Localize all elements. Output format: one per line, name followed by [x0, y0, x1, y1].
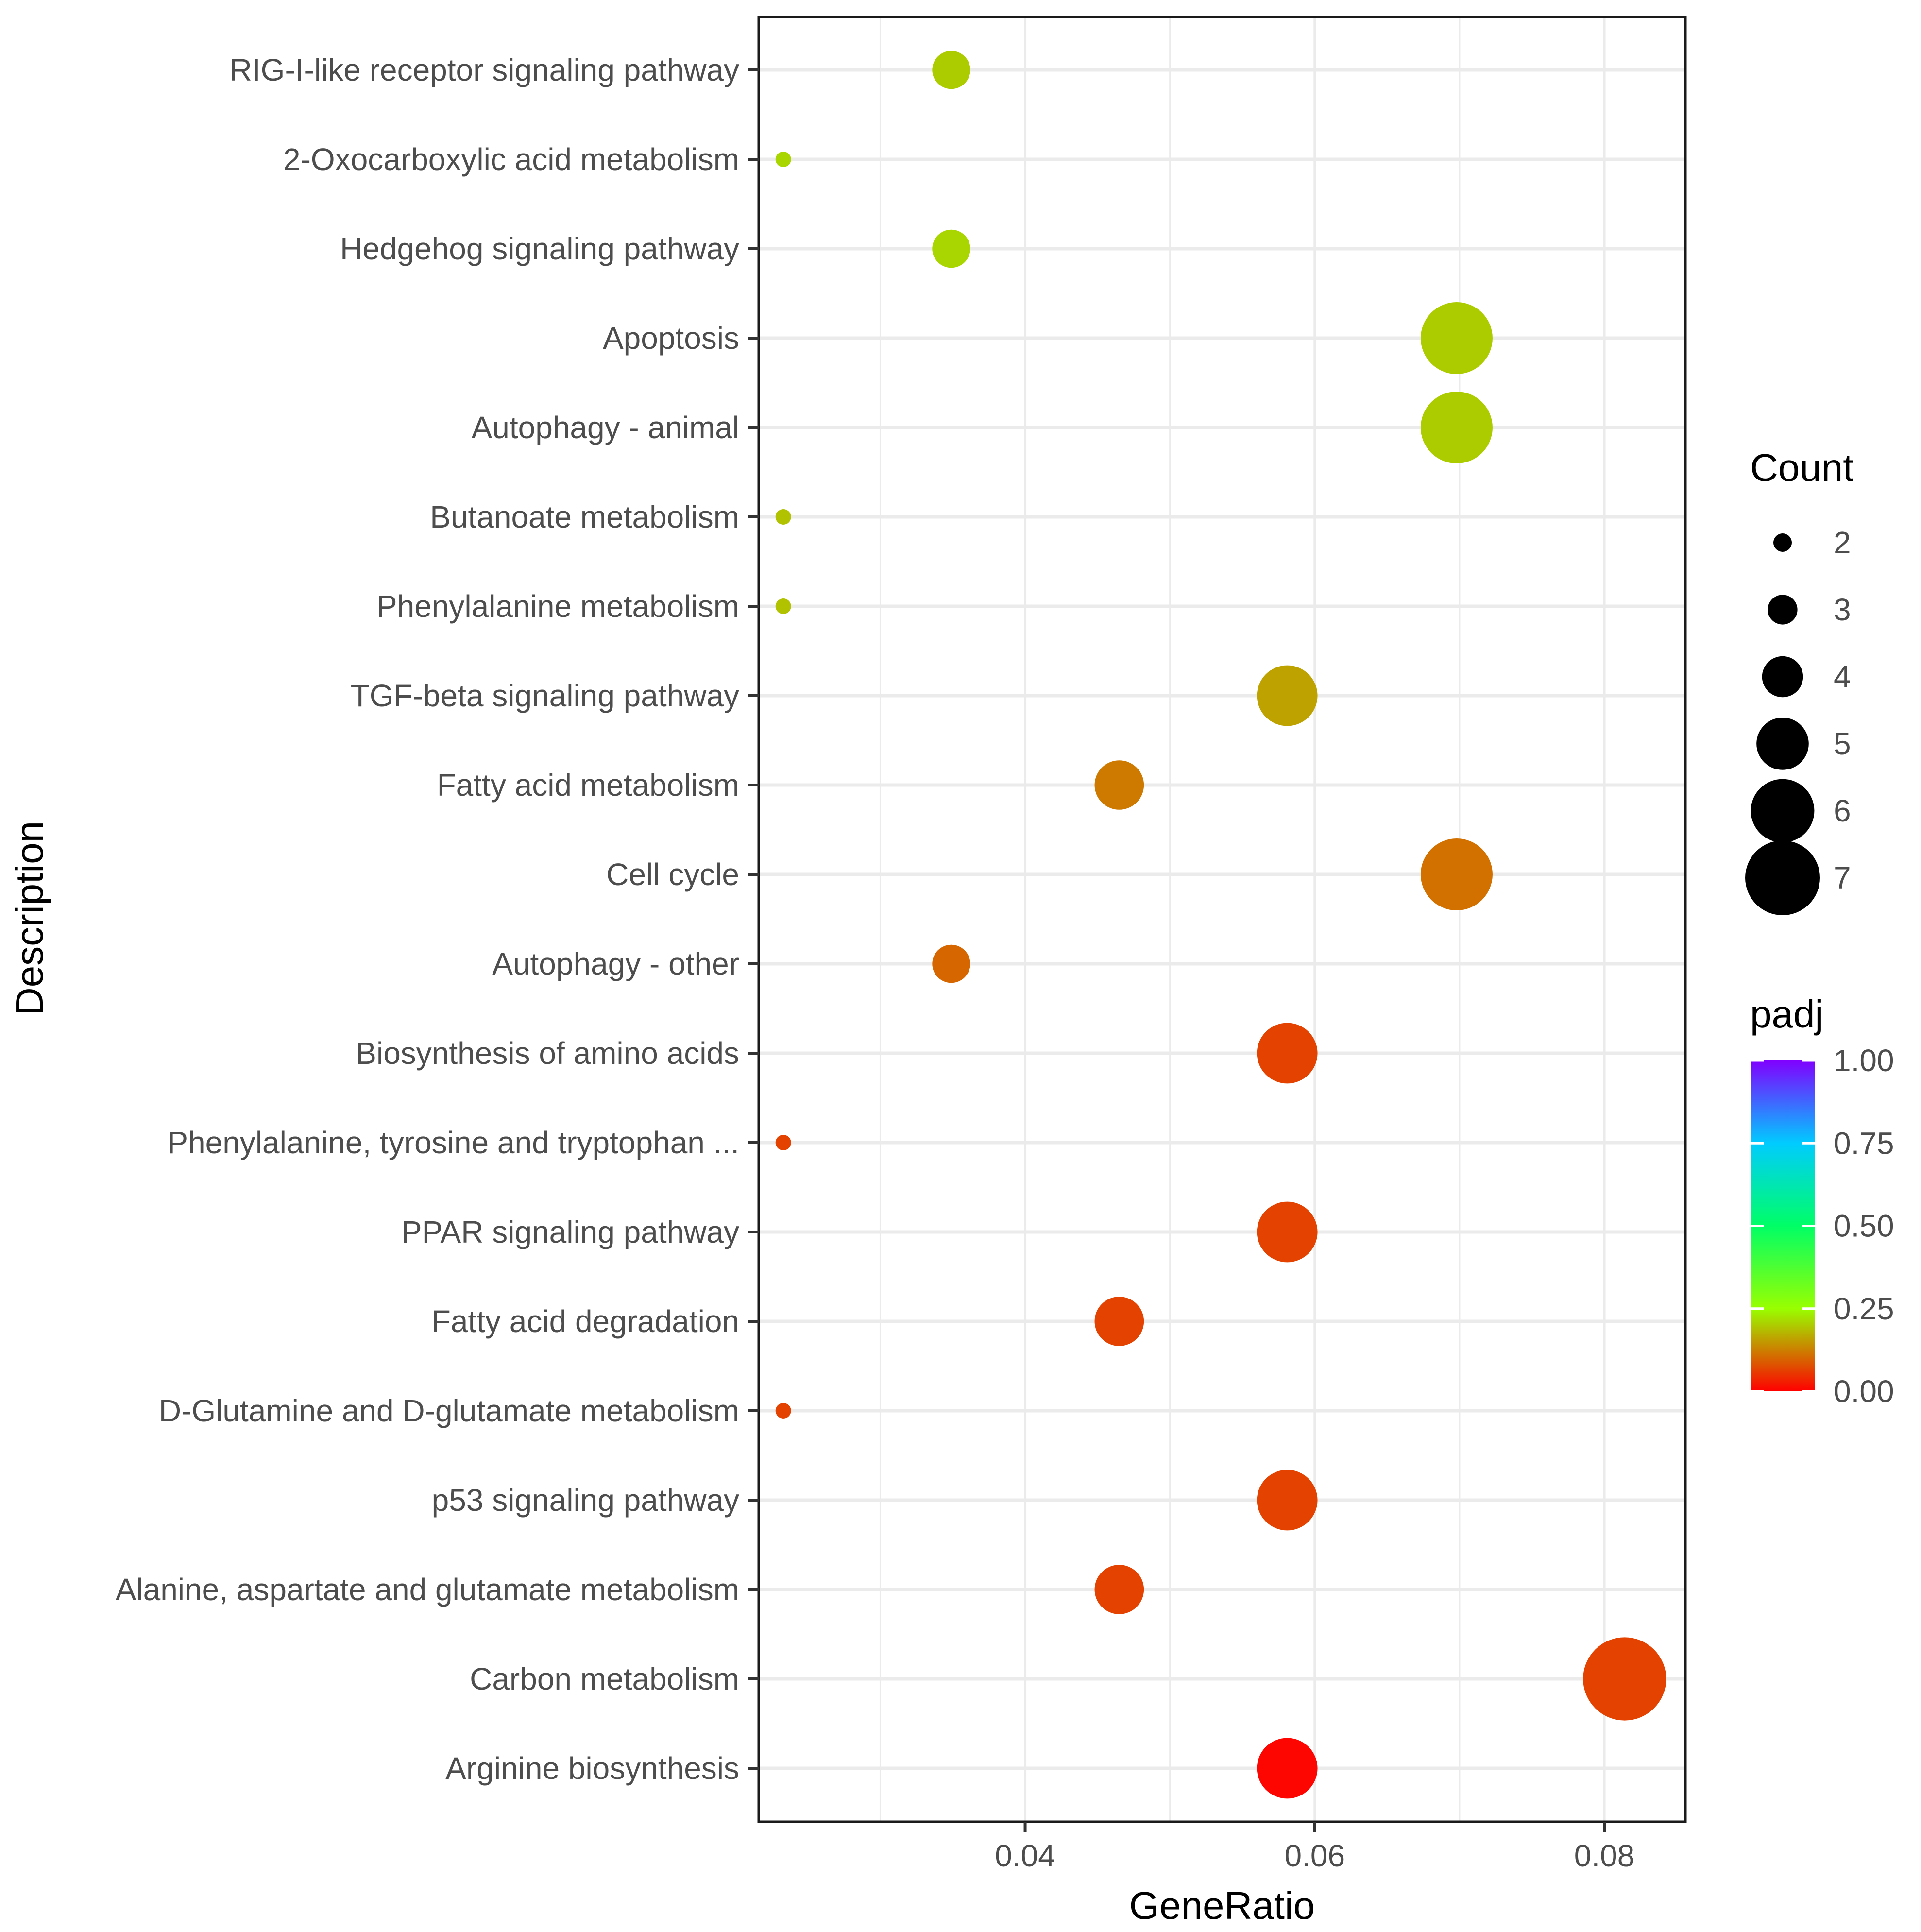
y-tick-label: Alanine, aspartate and glutamate metabol…	[116, 1572, 739, 1607]
data-point	[1257, 1023, 1318, 1084]
x-tick-label: 0.08	[1574, 1838, 1635, 1873]
size-legend-title: Count	[1750, 446, 1853, 489]
y-tick-label: p53 signaling pathway	[432, 1483, 739, 1518]
data-point	[932, 51, 970, 89]
y-tick-label: Fatty acid metabolism	[437, 768, 739, 803]
size-legend-label: 7	[1834, 860, 1851, 895]
y-tick-label: Biosynthesis of amino acids	[356, 1036, 739, 1071]
color-legend-label: 0.50	[1834, 1209, 1894, 1244]
color-legend: padj 1.00 0.75 0.50 0.25 0.00	[1750, 992, 1894, 1409]
y-tick-label: Arginine biosynthesis	[445, 1751, 739, 1786]
size-legend-label: 2	[1834, 525, 1851, 560]
size-legend-marker	[1756, 718, 1809, 770]
data-point	[1257, 665, 1318, 726]
data-point	[775, 1135, 791, 1150]
x-tick-label: 0.06	[1285, 1838, 1345, 1873]
y-tick-label: 2-Oxocarboxylic acid metabolism	[283, 142, 739, 177]
y-tick-label: Carbon metabolism	[470, 1661, 739, 1696]
color-legend-label: 0.00	[1834, 1374, 1894, 1409]
data-point	[932, 229, 970, 268]
color-legend-label: 0.75	[1834, 1126, 1894, 1161]
size-legend-label: 3	[1834, 592, 1851, 627]
data-point	[1094, 1297, 1144, 1346]
y-axis-title: Description	[8, 821, 51, 1015]
data-point	[775, 152, 791, 167]
data-point	[1420, 302, 1493, 374]
y-tick-label: Autophagy - animal	[472, 410, 739, 445]
data-point	[1094, 760, 1144, 810]
size-legend-label: 6	[1834, 793, 1851, 828]
y-tick-label: Cell cycle	[606, 857, 739, 892]
y-tick-label: Fatty acid degradation	[432, 1304, 739, 1339]
y-tick-label: Phenylalanine, tyrosine and tryptophan .…	[167, 1125, 739, 1160]
data-point	[1094, 1565, 1144, 1614]
size-legend-label: 5	[1834, 726, 1851, 761]
y-tick-label: Autophagy - other	[492, 946, 739, 981]
size-legend-marker	[1751, 779, 1815, 843]
data-point	[932, 944, 970, 983]
data-point	[775, 598, 791, 614]
y-tick-label: D-Glutamine and D-glutamate metabolism	[159, 1393, 739, 1428]
data-point	[1257, 1201, 1318, 1263]
size-legend-marker	[1773, 533, 1792, 552]
size-legend-label: 4	[1834, 659, 1851, 694]
color-legend-label: 0.25	[1834, 1291, 1894, 1326]
data-point	[1583, 1637, 1666, 1721]
y-axis: RIG-I-like receptor signaling pathway 2-O…	[116, 52, 759, 1786]
data-points	[775, 51, 1666, 1799]
size-legend: Count 2 3 4 5 6 7	[1745, 446, 1853, 915]
y-tick-label: TGF-beta signaling pathway	[351, 678, 739, 713]
y-tick-label: Phenylalanine metabolism	[376, 589, 739, 624]
data-point	[775, 1403, 791, 1419]
y-tick-label: Butanoate metabolism	[430, 499, 739, 534]
size-legend-marker	[1768, 595, 1798, 625]
x-tick-label: 0.04	[995, 1838, 1055, 1873]
data-point	[1257, 1738, 1318, 1799]
y-tick-label: RIG-I-like receptor signaling pathway	[230, 52, 739, 87]
y-tick-label: Apoptosis	[603, 321, 739, 356]
data-point	[775, 509, 791, 525]
x-axis-title: GeneRatio	[1129, 1884, 1315, 1927]
y-tick-label: PPAR signaling pathway	[401, 1214, 739, 1249]
data-point	[1257, 1470, 1318, 1531]
plot-panel-background	[759, 17, 1685, 1822]
size-legend-marker	[1745, 840, 1820, 915]
color-legend-label: 1.00	[1834, 1043, 1894, 1078]
color-legend-title: padj	[1750, 992, 1823, 1036]
plot-panel-border	[757, 16, 1687, 1823]
data-point	[1420, 392, 1493, 463]
x-axis: 0.04 0.06 0.08	[995, 1822, 1634, 1873]
data-point	[1420, 838, 1493, 910]
size-legend-marker	[1762, 656, 1803, 698]
y-tick-label: Hedgehog signaling pathway	[340, 231, 739, 266]
grid-lines	[759, 17, 1685, 1822]
